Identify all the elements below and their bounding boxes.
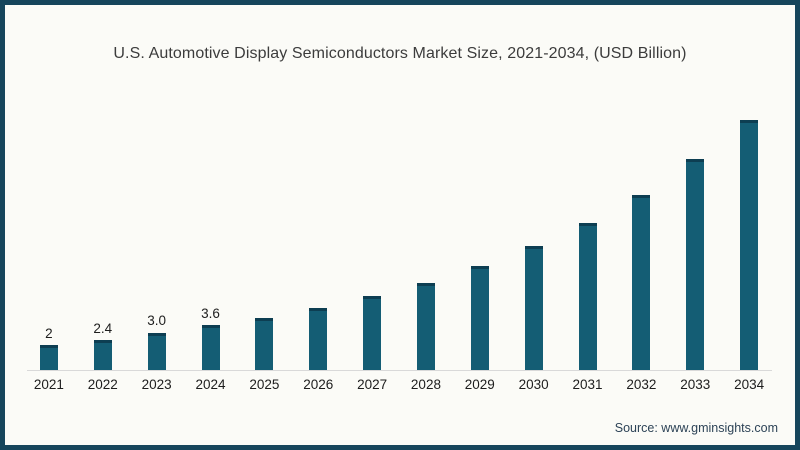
bar-group-2027 [345, 291, 399, 370]
bars-row: 2 2.4 3.0 3.6 [22, 5, 776, 370]
bar-group-2025 [237, 313, 291, 370]
bar-group-2023: 3.0 [130, 314, 184, 370]
bar-2029 [470, 266, 489, 370]
bar-group-2029 [453, 261, 507, 370]
bar-group-2031 [561, 218, 615, 370]
bar-value-label: 3.0 [147, 313, 167, 328]
x-axis-tick-label: 2021 [33, 377, 64, 392]
bar-group-2034 [722, 115, 776, 370]
x-axis-tick-label: 2027 [357, 377, 388, 392]
bar-2031 [578, 222, 597, 370]
x-axis-tick-label: 2033 [680, 377, 711, 392]
bar-2032 [632, 195, 651, 370]
source-attribution: Source: www.gminsights.com [614, 421, 778, 435]
bar-group-2024: 3.6 [184, 305, 238, 370]
x-axis-tick-label: 2029 [464, 377, 495, 392]
bar-2033 [686, 158, 705, 370]
bar-group-2033 [668, 154, 722, 370]
bar-2025 [255, 317, 274, 370]
bar-value-label: 3.6 [201, 305, 220, 321]
x-axis: 2021 2022 2023 2024 2025 2026 2027 2028 2029 2030… [22, 377, 776, 392]
x-axis-tick-label: 2024 [195, 377, 226, 392]
x-axis-tick-label: 2030 [518, 377, 549, 392]
bar-2027 [363, 296, 382, 370]
x-axis-tick-label: 2022 [87, 377, 118, 392]
bar-group-2032 [614, 190, 668, 370]
bar-2028 [416, 282, 435, 370]
bar-group-2022: 2.4 [76, 320, 130, 370]
bar-2022 [93, 340, 112, 370]
bar-2023 [147, 332, 166, 370]
bar-group-2028 [399, 278, 453, 370]
bar-value-label: 2.4 [93, 320, 113, 336]
x-axis-tick-label: 2026 [303, 377, 334, 392]
bar-2024 [201, 325, 220, 370]
bar-2030 [524, 246, 543, 370]
x-axis-line [27, 370, 772, 371]
bar-2021 [39, 345, 58, 370]
x-axis-tick-label: 2028 [410, 377, 441, 392]
x-axis-tick-label: 2034 [734, 377, 765, 392]
x-axis-tick-label: 2023 [141, 377, 172, 392]
bar-group-2030 [507, 241, 561, 370]
bar-2026 [309, 307, 328, 370]
bar-value-label: 2 [45, 325, 53, 341]
x-axis-tick-label: 2031 [572, 377, 603, 392]
chart-title: U.S. Automotive Display Semiconductors M… [113, 45, 687, 62]
bar-group-2021: 2 [22, 325, 76, 370]
x-axis-tick-label: 2032 [626, 377, 657, 392]
bar-2034 [740, 120, 759, 370]
bar-group-2026 [291, 303, 345, 370]
x-axis-tick-label: 2025 [249, 377, 280, 392]
